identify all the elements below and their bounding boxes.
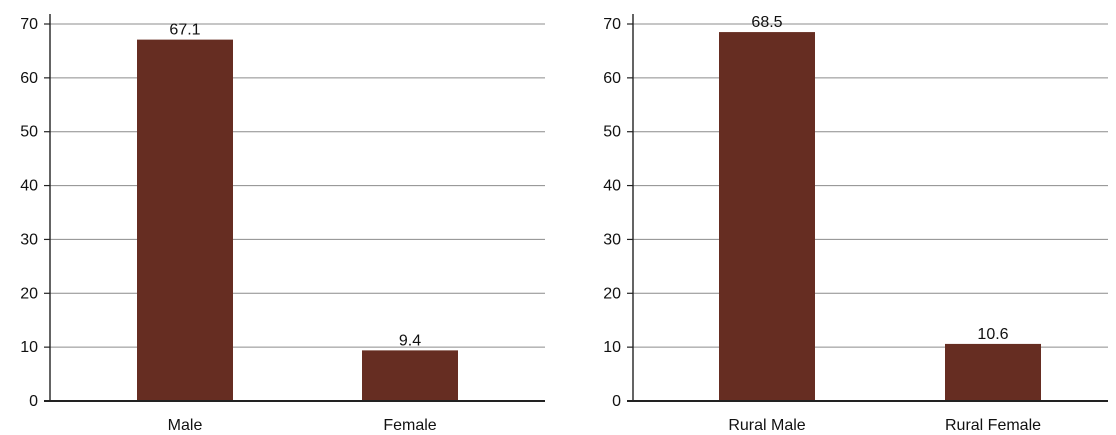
- bar-chart-right: 0 10 20 30 40 50 60 70 68.5 Rural Male 10.6 Rural F…: [603, 14, 1108, 434]
- data-label: 9.4: [399, 332, 421, 349]
- y-tick-label: 40: [20, 178, 38, 195]
- data-label: 10.6: [977, 326, 1008, 343]
- bar-chart-left: 0 10 20 30 40 50 60 70 67.1 Male 9.4 Female: [20, 14, 545, 434]
- x-category-label: Rural Female: [945, 417, 1041, 434]
- y-tick-label: 20: [20, 285, 38, 302]
- y-tick-label: 60: [603, 70, 621, 87]
- bar-rural-female: [945, 343, 1041, 401]
- y-tick-label: 50: [603, 124, 621, 141]
- x-category-label: Female: [383, 417, 436, 434]
- y-tick-label: 30: [603, 231, 621, 248]
- y-tick-label: 40: [603, 178, 621, 195]
- y-tick-label: 70: [20, 16, 38, 33]
- chart-panel-left: 0 10 20 30 40 50 60 70 67.1 Male 9.4 Female: [20, 14, 545, 434]
- y-tick-label: 70: [603, 16, 621, 33]
- data-label: 67.1: [169, 22, 200, 39]
- chart-panel-right: 0 10 20 30 40 50 60 70 68.5 Rural Male 10.6 Rural F…: [560, 0, 1116, 435]
- bar-female: [362, 350, 458, 401]
- bar-rural-male: [719, 32, 815, 401]
- y-tick-label: 10: [20, 339, 38, 356]
- y-tick-label: 30: [20, 231, 38, 248]
- x-category-label: Male: [168, 417, 203, 434]
- y-tick-label: 50: [20, 124, 38, 141]
- y-tick-label: 60: [20, 70, 38, 87]
- x-category-label: Rural Male: [728, 417, 805, 434]
- y-tick-label: 20: [603, 285, 621, 302]
- bar-male: [137, 39, 233, 402]
- y-tick-label: 0: [29, 393, 38, 410]
- data-label: 68.5: [751, 14, 782, 31]
- y-tick-label: 10: [603, 339, 621, 356]
- y-tick-label: 0: [612, 393, 621, 410]
